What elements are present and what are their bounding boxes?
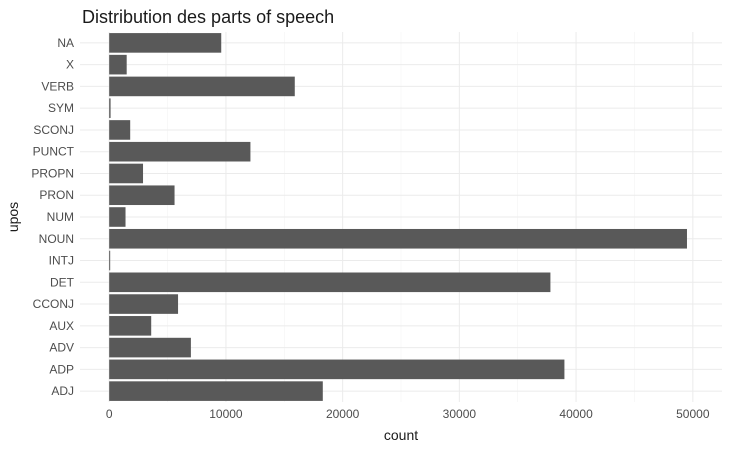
bar-det <box>109 272 551 293</box>
y-tick-label: VERB <box>41 79 74 93</box>
y-tick-label: INTJ <box>49 254 74 268</box>
y-tick-label: DET <box>50 275 75 289</box>
bar-adj <box>109 381 323 401</box>
y-tick-label: SCONJ <box>33 123 74 137</box>
y-tick-label: ADP <box>49 362 74 376</box>
bar-aux <box>109 316 152 336</box>
x-tick-label: 50000 <box>676 407 710 421</box>
bar-verb <box>109 76 295 97</box>
x-axis-title: count <box>384 427 418 443</box>
bar-x <box>109 54 127 75</box>
y-tick-label: CCONJ <box>33 297 74 311</box>
bar-na <box>109 33 222 53</box>
bar-cconj <box>109 294 179 314</box>
bar-pron <box>109 185 175 206</box>
x-tick-label: 0 <box>106 407 113 421</box>
chart-title: Distribution des parts of speech <box>82 7 334 27</box>
y-tick-label: NA <box>57 36 74 50</box>
y-tick-label: PRON <box>39 188 74 202</box>
y-tick-label: NUM <box>47 210 74 224</box>
x-tick-label: 20000 <box>326 407 360 421</box>
bar-adp <box>109 359 565 380</box>
x-tick-label: 30000 <box>443 407 477 421</box>
y-tick-label: ADV <box>49 341 74 355</box>
bar-noun <box>109 228 687 249</box>
bar-intj <box>109 250 111 271</box>
y-tick-label: NOUN <box>39 232 74 246</box>
bar-sconj <box>109 120 131 140</box>
bar-punct <box>109 141 251 162</box>
y-tick-label: PUNCT <box>33 145 75 159</box>
y-tick-label: X <box>66 58 74 72</box>
bar-propn <box>109 163 144 184</box>
y-tick-label: PROPN <box>31 166 74 180</box>
y-tick-label: AUX <box>49 319 74 333</box>
chart-bars <box>109 33 687 401</box>
y-axis-title: upos <box>5 202 21 232</box>
bar-num <box>109 207 126 227</box>
bar-adv <box>109 337 191 358</box>
x-tick-label: 10000 <box>209 407 243 421</box>
x-tick-label: 40000 <box>559 407 593 421</box>
x-tick-labels: 0 10000 20000 30000 40000 50000 <box>106 407 710 421</box>
bar-sym <box>109 98 111 118</box>
y-tick-labels: ADJ ADP ADV AUX CCONJ DET INTJ NOUN NUM PRON PROPN… <box>31 36 74 398</box>
y-tick-label: SYM <box>48 101 74 115</box>
y-tick-label: ADJ <box>51 384 74 398</box>
